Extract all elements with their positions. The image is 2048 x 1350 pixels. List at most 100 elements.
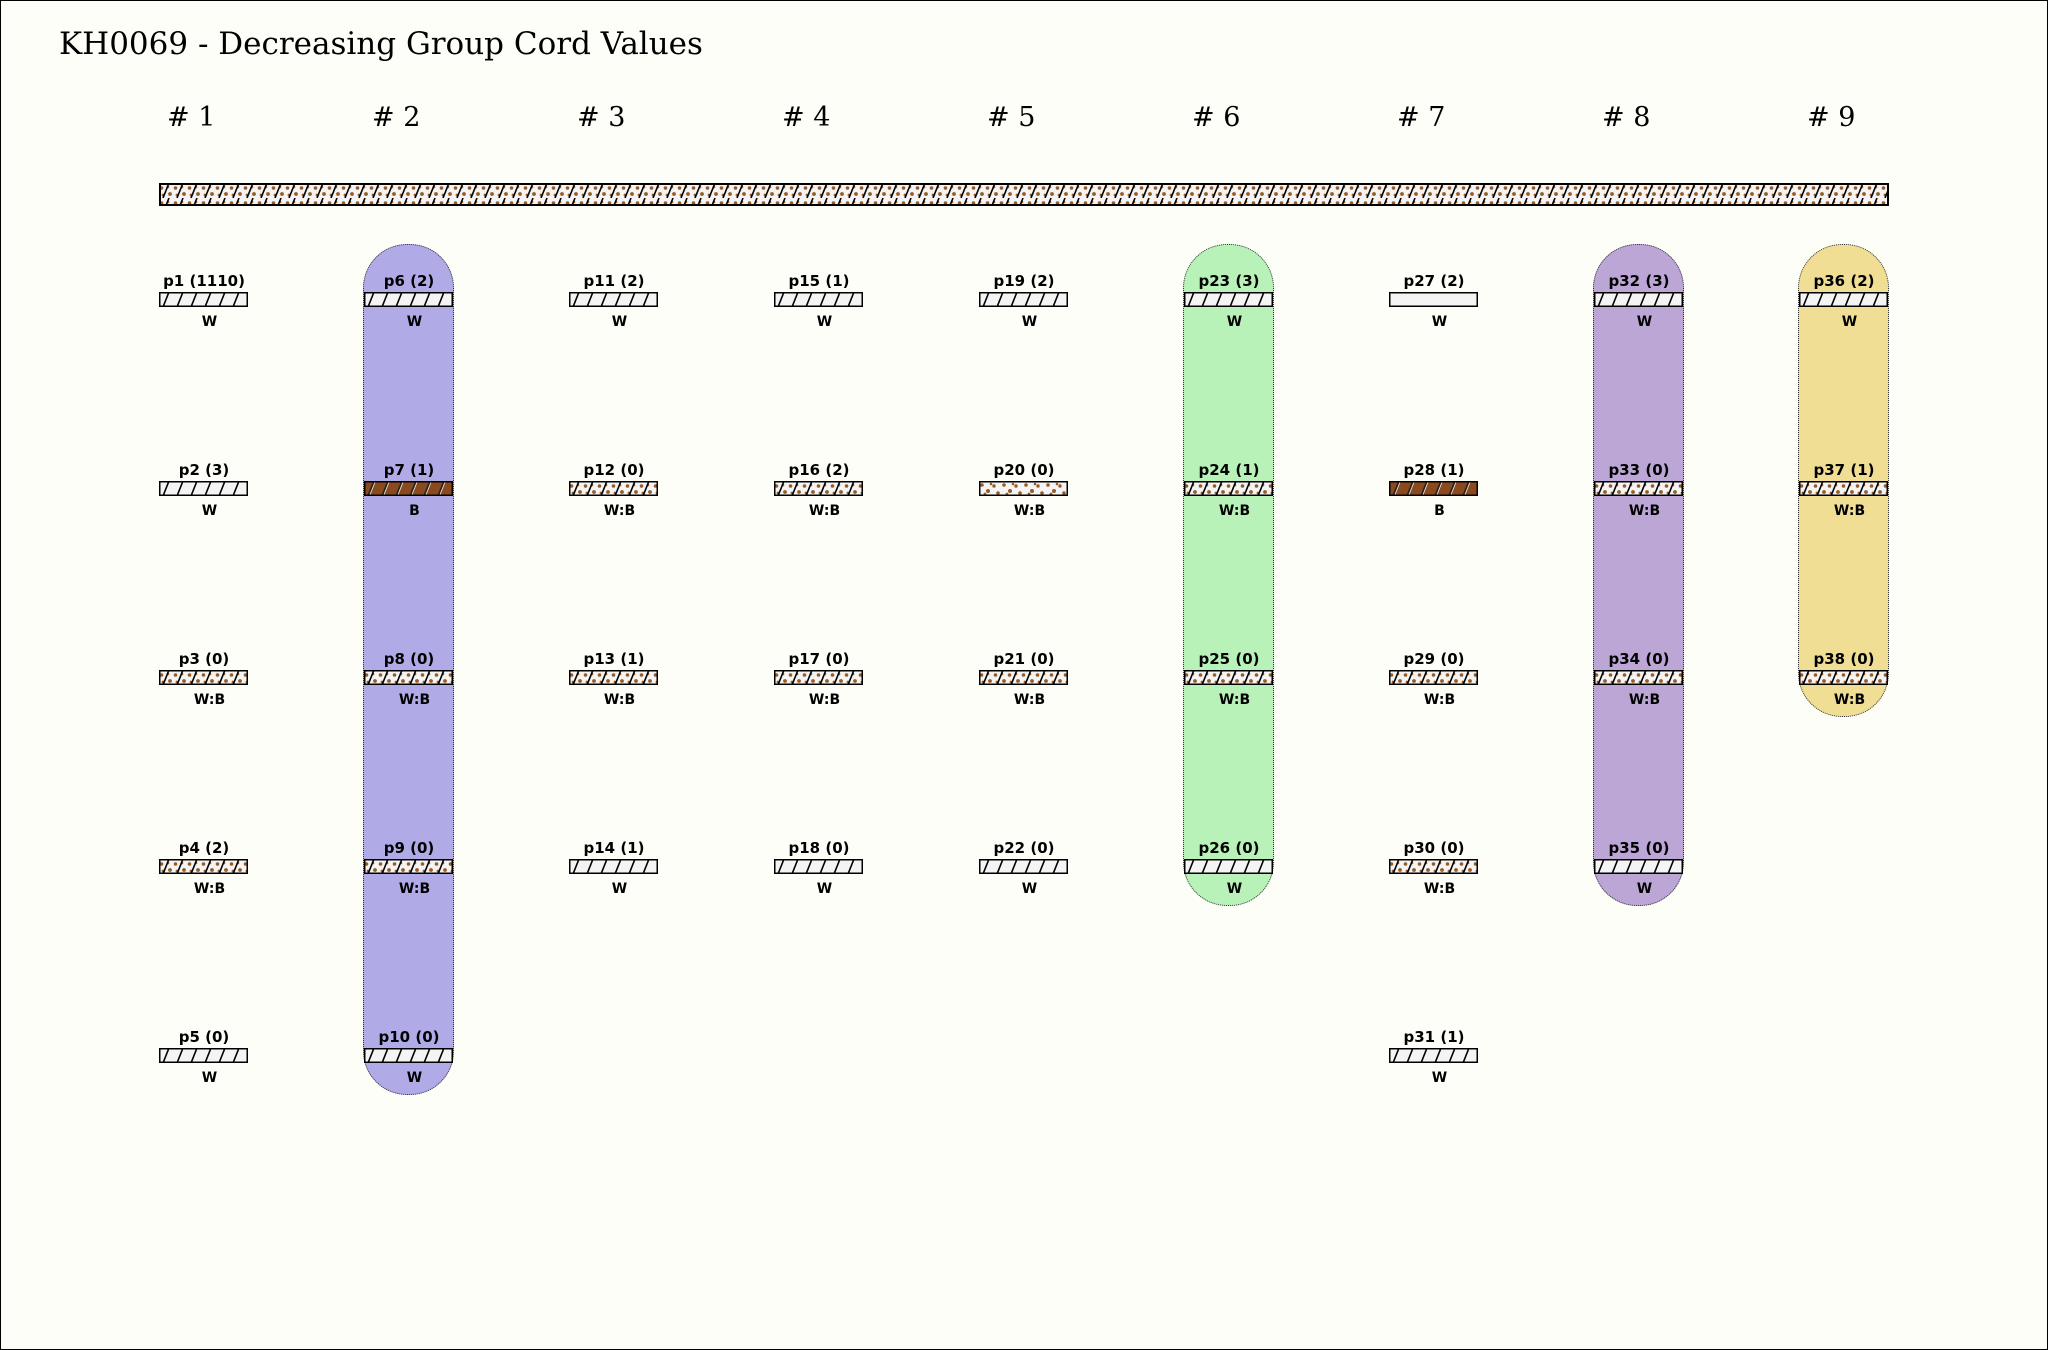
cord-bar [364,1048,453,1063]
cord-label: p29 (0) [1403,650,1465,668]
cord-bar [569,859,658,874]
group-header: # 5 [987,102,1036,133]
cord-bar [774,481,863,496]
page-title: KH0069 - Decreasing Group Cord Values [59,26,703,62]
cord-label: p32 (3) [1608,272,1670,290]
cord-label: p19 (2) [993,272,1055,290]
cord-label: p31 (1) [1403,1028,1465,1046]
cord-color: W [201,1070,218,1086]
cord-bar [1389,1048,1478,1063]
cord-bar [569,481,658,496]
cord-color: W:B [1013,503,1046,519]
main-cord [159,183,1889,206]
cord-label: p13 (1) [583,650,645,668]
cord-label: p15 (1) [788,272,850,290]
cord-bar [1594,859,1683,874]
cord-label: p8 (0) [383,650,435,668]
cord-label: p34 (0) [1608,650,1670,668]
cord-label: p11 (2) [583,272,645,290]
cord-bar [159,1048,248,1063]
group-highlight [1593,244,1684,906]
cord-label: p4 (2) [178,839,230,857]
cord-color: W:B [398,881,431,897]
cord-color: W [1636,314,1653,330]
cord-bar [979,481,1068,496]
cord-bar [1389,670,1478,685]
group-highlight [1798,244,1889,717]
cord-color: W:B [1013,692,1046,708]
cord-color: W [1226,881,1243,897]
cord-bar [1594,670,1683,685]
cord-bar [1799,670,1888,685]
cord-label: p23 (3) [1198,272,1260,290]
cord-color: W [201,314,218,330]
cord-bar [1184,481,1273,496]
cord-label: p21 (0) [993,650,1055,668]
cord-bar [159,859,248,874]
cord-color: W [1021,881,1038,897]
cord-bar [1184,859,1273,874]
cord-label: p1 (1110) [163,272,245,290]
cord-label: p37 (1) [1813,461,1875,479]
cord-label: p3 (0) [178,650,230,668]
cord-bar [1799,292,1888,307]
cord-label: p36 (2) [1813,272,1875,290]
group-header: # 6 [1192,102,1241,133]
cord-color: W [1841,314,1858,330]
cord-label: p7 (1) [383,461,435,479]
cord-color: W:B [398,692,431,708]
cord-color: W [611,314,628,330]
cord-color: W:B [603,692,636,708]
cord-color: W:B [1833,692,1866,708]
cord-bar [979,292,1068,307]
cord-bar [1184,670,1273,685]
cord-bar [979,859,1068,874]
cord-bar [979,670,1068,685]
cord-color: W [611,881,628,897]
cord-bar [159,670,248,685]
cord-label: p28 (1) [1403,461,1465,479]
cord-label: p14 (1) [583,839,645,857]
cord-color: W:B [1423,881,1456,897]
cord-bar [569,292,658,307]
cord-label: p27 (2) [1403,272,1465,290]
cord-bar [364,481,453,496]
cord-color: W:B [1833,503,1866,519]
cord-label: p9 (0) [383,839,435,857]
cord-color: W:B [1628,503,1661,519]
cord-color: W:B [603,503,636,519]
cord-bar [774,670,863,685]
cord-label: p38 (0) [1813,650,1875,668]
group-header: # 7 [1397,102,1446,133]
cord-color: W:B [1423,692,1456,708]
cord-bar [1389,292,1478,307]
cord-bar [159,481,248,496]
cord-bar [364,292,453,307]
cord-bar [364,670,453,685]
group-header: # 3 [577,102,626,133]
cord-label: p16 (2) [788,461,850,479]
cord-color: B [409,503,420,519]
cord-label: p17 (0) [788,650,850,668]
group-header: # 9 [1807,102,1856,133]
cord-label: p10 (0) [378,1028,440,1046]
cord-bar [1594,481,1683,496]
cord-color: W:B [1218,692,1251,708]
cord-color: W [1431,314,1448,330]
group-highlight [1183,244,1274,906]
group-header: # 2 [372,102,421,133]
cord-label: p2 (3) [178,461,230,479]
cord-color: W [1226,314,1243,330]
group-header: # 1 [167,102,216,133]
cord-label: p20 (0) [993,461,1055,479]
cord-label: p22 (0) [993,839,1055,857]
cord-color: W:B [193,881,226,897]
cord-bar [159,292,248,307]
cord-label: p24 (1) [1198,461,1260,479]
cord-color: W:B [1218,503,1251,519]
cord-color: W [406,314,423,330]
group-highlight [363,244,454,1095]
cord-color: W [1431,1070,1448,1086]
cord-color: W [816,881,833,897]
cord-label: p26 (0) [1198,839,1260,857]
